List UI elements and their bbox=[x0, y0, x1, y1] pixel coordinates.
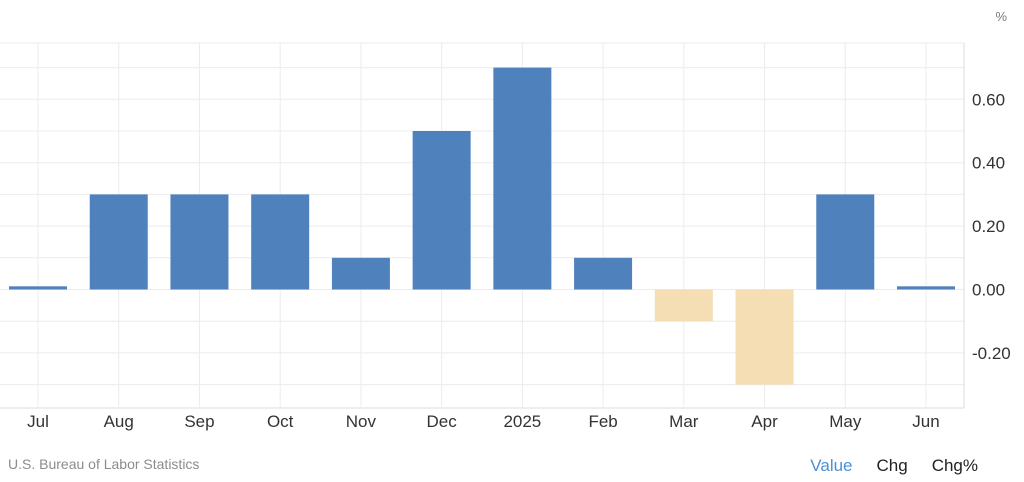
bar-jun[interactable] bbox=[897, 286, 955, 290]
bar-oct[interactable] bbox=[251, 194, 310, 290]
x-tick-label: Sep bbox=[184, 412, 214, 431]
bar-nov[interactable] bbox=[331, 257, 390, 290]
change-toggle[interactable]: Chg bbox=[876, 456, 908, 475]
bar-mar[interactable] bbox=[654, 289, 713, 322]
bar-2025[interactable] bbox=[493, 67, 552, 290]
view-controls: Value Chg Chg% bbox=[810, 456, 978, 476]
bar-feb[interactable] bbox=[574, 257, 633, 290]
source-label: U.S. Bureau of Labor Statistics bbox=[8, 456, 200, 472]
x-tick-label: May bbox=[829, 412, 862, 431]
y-tick-label: 0.40 bbox=[972, 154, 1005, 173]
bar-dec[interactable] bbox=[412, 131, 471, 290]
change-percent-toggle[interactable]: Chg% bbox=[931, 456, 978, 475]
bar-aug[interactable] bbox=[89, 194, 148, 290]
y-tick-label: -0.20 bbox=[972, 344, 1011, 363]
x-tick-label: Dec bbox=[427, 412, 458, 431]
bar-jul[interactable] bbox=[9, 286, 67, 290]
x-tick-label: Apr bbox=[751, 412, 778, 431]
bar-apr[interactable] bbox=[735, 289, 794, 385]
x-tick-label: 2025 bbox=[503, 412, 541, 431]
x-tick-label: Jun bbox=[912, 412, 939, 431]
bar-may[interactable] bbox=[816, 194, 875, 290]
x-tick-label: Oct bbox=[267, 412, 294, 431]
bar-chart: Jul Aug Sep Oct Nov Dec 2025 Feb Mar Apr May Jun 0.6… bbox=[0, 42, 1011, 431]
value-toggle[interactable]: Value bbox=[810, 456, 853, 475]
x-tick-label: Feb bbox=[588, 412, 617, 431]
y-tick-label: 0.60 bbox=[972, 90, 1005, 109]
x-tick-label: Mar bbox=[669, 412, 699, 431]
unit-label: % bbox=[995, 9, 1007, 24]
bar-sep[interactable] bbox=[170, 194, 229, 290]
x-tick-label: Aug bbox=[104, 412, 134, 431]
x-tick-label: Jul bbox=[27, 412, 49, 431]
y-tick-label: 0.00 bbox=[972, 281, 1005, 300]
y-tick-label: 0.20 bbox=[972, 217, 1005, 236]
x-tick-label: Nov bbox=[346, 412, 377, 431]
